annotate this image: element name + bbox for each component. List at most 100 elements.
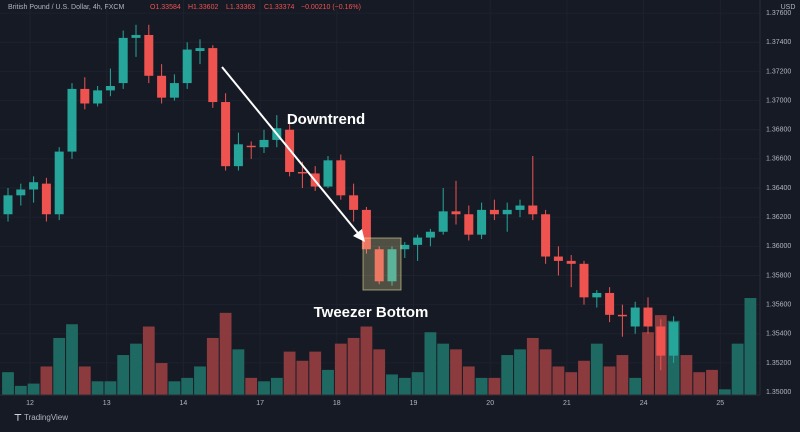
volume-bar bbox=[603, 366, 616, 395]
candle-body bbox=[208, 48, 218, 103]
axes: 1.37600 1.37400 1.37200 1.37000 1.36800 1.366… bbox=[26, 10, 791, 407]
candle-body bbox=[259, 139, 269, 148]
candle-body bbox=[566, 260, 576, 264]
candle-body bbox=[246, 145, 256, 148]
quote-value: H1.33602 bbox=[188, 4, 218, 11]
volume-bar bbox=[450, 349, 462, 395]
volume-bar bbox=[347, 337, 360, 395]
candle-body bbox=[195, 48, 205, 52]
volume-bar bbox=[411, 372, 424, 395]
volume-bar bbox=[616, 355, 629, 395]
volume-bar bbox=[168, 381, 181, 395]
volume-bar bbox=[693, 372, 706, 395]
x-tick-label: 18 bbox=[333, 400, 341, 407]
volume-bar bbox=[552, 366, 565, 395]
x-tick-label: 19 bbox=[410, 400, 418, 407]
volume-bar bbox=[78, 366, 91, 395]
candle-body bbox=[323, 160, 333, 187]
candle-body bbox=[144, 34, 154, 76]
candle-body bbox=[169, 83, 179, 98]
quote: O1.33584 H1.33602 L1.33363 C1.33374 −0.00210… bbox=[150, 4, 361, 11]
volume-bar bbox=[53, 337, 66, 395]
volume-bar bbox=[386, 374, 398, 395]
volume-bar bbox=[309, 351, 322, 395]
candle-body bbox=[515, 205, 525, 210]
volume-bar bbox=[373, 349, 386, 395]
volume-bar bbox=[437, 343, 450, 395]
candle-body bbox=[489, 209, 499, 215]
volume-bar bbox=[488, 377, 501, 395]
candle-body bbox=[592, 292, 602, 298]
y-tick-label: 1.35800 bbox=[766, 272, 791, 279]
quote-value: L1.33363 bbox=[226, 4, 255, 11]
volume-bar bbox=[66, 324, 78, 395]
volume-bar bbox=[360, 326, 373, 395]
candle-body bbox=[656, 326, 666, 356]
candle-body bbox=[182, 49, 192, 84]
candle-body bbox=[336, 160, 346, 196]
candle-body bbox=[233, 144, 243, 167]
volume-bar bbox=[539, 349, 552, 395]
candle-body bbox=[541, 214, 551, 257]
y-tick-label: 1.36000 bbox=[766, 243, 791, 250]
volume-bar bbox=[91, 381, 104, 395]
volume-bar bbox=[590, 343, 603, 395]
y-tick-label: 1.37200 bbox=[766, 68, 791, 75]
candle-body bbox=[221, 102, 231, 167]
quote-value: C1.33374 bbox=[264, 4, 294, 11]
volume-bar bbox=[462, 366, 475, 395]
candle-body bbox=[464, 214, 474, 235]
quote-value: O1.33584 bbox=[150, 4, 181, 11]
volume-bar bbox=[155, 363, 168, 395]
volume-bar bbox=[398, 377, 411, 395]
volume-bar bbox=[475, 377, 488, 395]
annotation: Downtrend bbox=[287, 111, 365, 128]
candle-body bbox=[105, 85, 115, 91]
volume-bar bbox=[578, 360, 590, 395]
volume-bar bbox=[296, 360, 309, 395]
candle-body bbox=[579, 263, 589, 298]
volume-bar bbox=[322, 369, 334, 395]
volume-bar bbox=[258, 381, 270, 395]
candle-body bbox=[553, 256, 563, 261]
candle-body bbox=[3, 195, 13, 215]
candle-body bbox=[131, 34, 141, 38]
y-tick-label: 1.37000 bbox=[766, 97, 791, 104]
candle-body bbox=[400, 244, 410, 250]
arrow-head bbox=[353, 229, 365, 242]
candle-body bbox=[157, 75, 167, 98]
candle-body bbox=[643, 307, 653, 327]
candle-body bbox=[29, 182, 39, 190]
volume-bar bbox=[731, 343, 744, 395]
volume-bar bbox=[501, 355, 514, 395]
volume-bar bbox=[718, 389, 731, 395]
candle-body bbox=[425, 231, 435, 238]
volume-bar bbox=[283, 351, 296, 395]
y-tick-label: 1.36800 bbox=[766, 127, 791, 134]
volume-bar bbox=[219, 312, 232, 395]
x-tick-label: 14 bbox=[180, 400, 188, 407]
volume-bar bbox=[117, 355, 130, 395]
volume-bar bbox=[514, 349, 526, 395]
volume-bar bbox=[629, 377, 642, 395]
volume-bar bbox=[194, 366, 206, 395]
candle-body bbox=[477, 209, 487, 235]
candle-body bbox=[297, 171, 307, 174]
y-tick-label: 1.36200 bbox=[766, 214, 791, 221]
candle-body bbox=[617, 314, 627, 317]
candle-body bbox=[361, 209, 371, 250]
candle-body bbox=[374, 249, 384, 282]
volume-bar bbox=[642, 332, 654, 395]
y-tick-label: 1.37400 bbox=[766, 39, 791, 46]
x-tick-label: 21 bbox=[563, 400, 571, 407]
volume-bar bbox=[232, 349, 245, 395]
y-tick-label: 1.35400 bbox=[766, 331, 791, 338]
x-tick-label: 25 bbox=[716, 400, 724, 407]
x-tick-label: 17 bbox=[256, 400, 264, 407]
volume-bar bbox=[680, 355, 693, 395]
quote-value: −0.00210 (−0.16%) bbox=[301, 4, 361, 11]
annotation: Tweezer Bottom bbox=[314, 304, 429, 321]
volume-bar bbox=[706, 369, 718, 395]
y-tick-label: 1.37600 bbox=[766, 10, 791, 17]
